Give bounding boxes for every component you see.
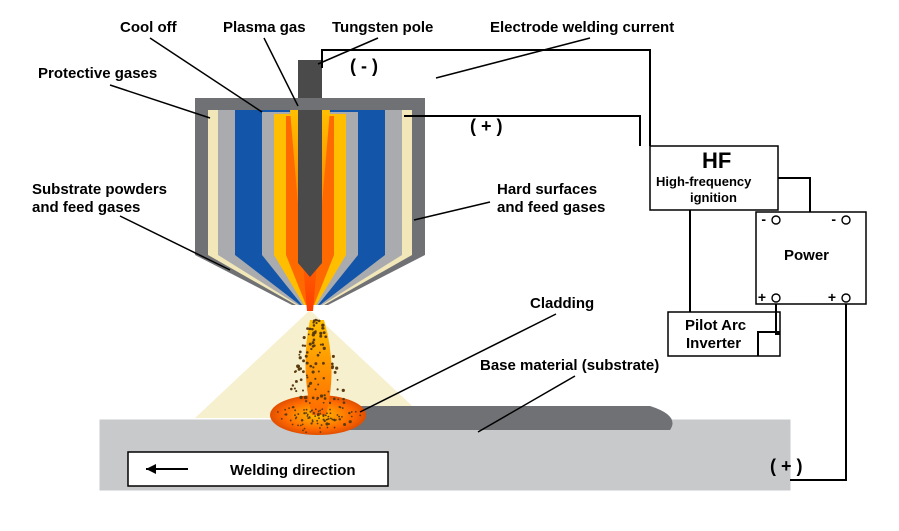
label-and_feed_gases_l: and feed gases [32, 199, 140, 216]
label-tungsten_pole: Tungsten pole [332, 19, 433, 36]
terminal-sign: + [758, 289, 766, 305]
label-electrode_current: Electrode welding current [490, 19, 674, 36]
label-plus_top: ( + ) [470, 116, 503, 136]
terminal [842, 216, 850, 224]
label-hard_surfaces: Hard surfaces [497, 181, 597, 198]
label-hf_sub2: ignition [690, 190, 737, 205]
label-cool_off: Cool off [120, 19, 178, 36]
label-protective_gases: Protective gases [38, 65, 157, 82]
label-power: Power [784, 247, 829, 264]
label-hf_big: HF [702, 148, 731, 173]
label-minus: ( - ) [350, 56, 378, 76]
terminal-sign: - [831, 211, 836, 227]
label-plus_bot: ( + ) [770, 456, 803, 476]
label-welding_direction: Welding direction [230, 462, 356, 479]
label-base_material: Base material (substrate) [480, 357, 659, 374]
tungsten-electrode [298, 60, 322, 277]
label-and_feed_gases_r: and feed gases [497, 199, 605, 216]
torch-top-cap [195, 98, 425, 110]
terminal [772, 216, 780, 224]
label-pilot_arc: Pilot Arc [685, 317, 746, 334]
terminal [772, 294, 780, 302]
terminal [842, 294, 850, 302]
label-inverter: Inverter [686, 335, 741, 352]
terminal-sign: + [828, 289, 836, 305]
label-plasma_gas: Plasma gas [223, 19, 306, 36]
label-substrate_powders: Substrate powders [32, 181, 167, 198]
terminal-sign: - [761, 211, 766, 227]
label-cladding: Cladding [530, 295, 594, 312]
label-hf_sub1: High-frequency [656, 174, 752, 189]
